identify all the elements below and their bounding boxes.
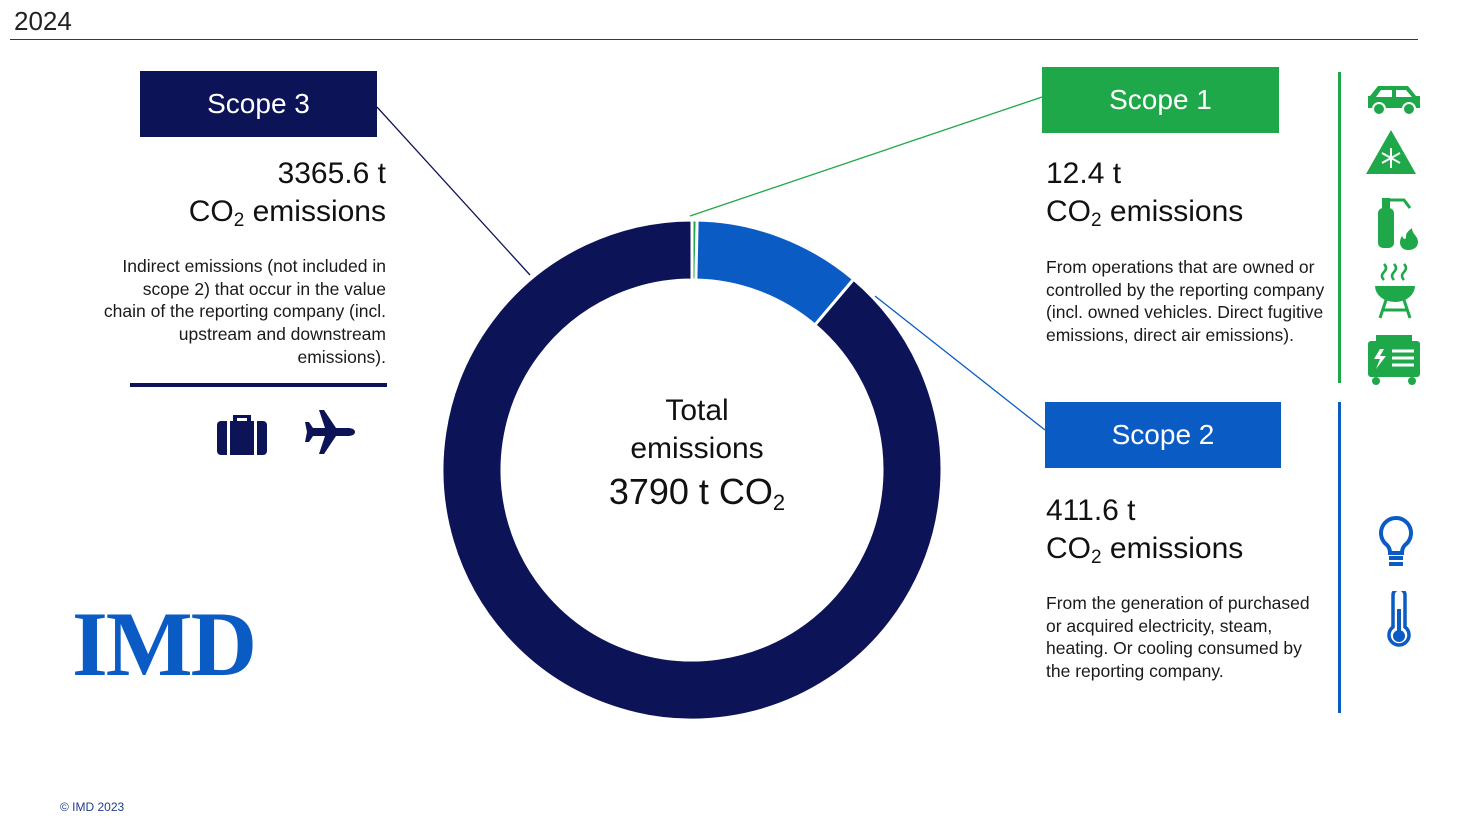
scope2-divider	[1338, 402, 1341, 713]
scope1-divider	[1338, 72, 1341, 383]
car-icon	[1368, 86, 1420, 116]
year-title: 2024	[14, 6, 72, 36]
scope3-connector-line	[376, 106, 531, 276]
scope3-divider	[130, 383, 387, 387]
imd-logo: IMD	[72, 593, 257, 695]
total-line-1: Total	[665, 394, 729, 427]
scope2-label-box: Scope 2	[1045, 402, 1281, 468]
scope3-description: Indirect emissions (not included in scop…	[103, 256, 386, 367]
scope3-label: Scope 3	[207, 88, 310, 119]
scope2-label: Scope 2	[1111, 419, 1215, 450]
donut-slice-scope-3	[440, 218, 944, 722]
fire-extinguisher-icon	[1378, 198, 1418, 250]
generator-icon	[1368, 335, 1420, 385]
grill-icon	[1375, 263, 1415, 319]
scope2-connector-line	[874, 295, 1046, 431]
copyright-text: © IMD 2023	[60, 800, 125, 814]
thermometer-icon	[1387, 591, 1411, 647]
scope1-description: From operations that are owned or contro…	[1046, 257, 1325, 346]
airplane-icon	[305, 410, 355, 454]
scope2-value: 411.6 t CO2 emissions	[1046, 494, 1244, 568]
total-emissions-label: Total emissions 3790 t CO2	[562, 392, 832, 514]
scope1-label: Scope 1	[1109, 84, 1212, 115]
lightbulb-icon	[1379, 515, 1413, 566]
briefcase-icon	[217, 415, 267, 455]
scope3-value: 3365.6 t CO2 emissions	[188, 157, 386, 231]
scope1-label-box: Scope 1	[1042, 67, 1279, 133]
refrigerant-warning-icon	[1366, 130, 1416, 174]
scope1-value: 12.4 t CO2 emissions	[1046, 157, 1244, 231]
total-value: 3790 t CO2	[608, 471, 786, 515]
scope3-label-box: Scope 3	[140, 71, 377, 137]
header-divider	[10, 39, 1418, 40]
scope1-connector-line	[689, 96, 1043, 217]
total-line-2: emissions	[630, 432, 764, 465]
scope2-description: From the generation of purchased or acqu…	[1046, 593, 1310, 682]
